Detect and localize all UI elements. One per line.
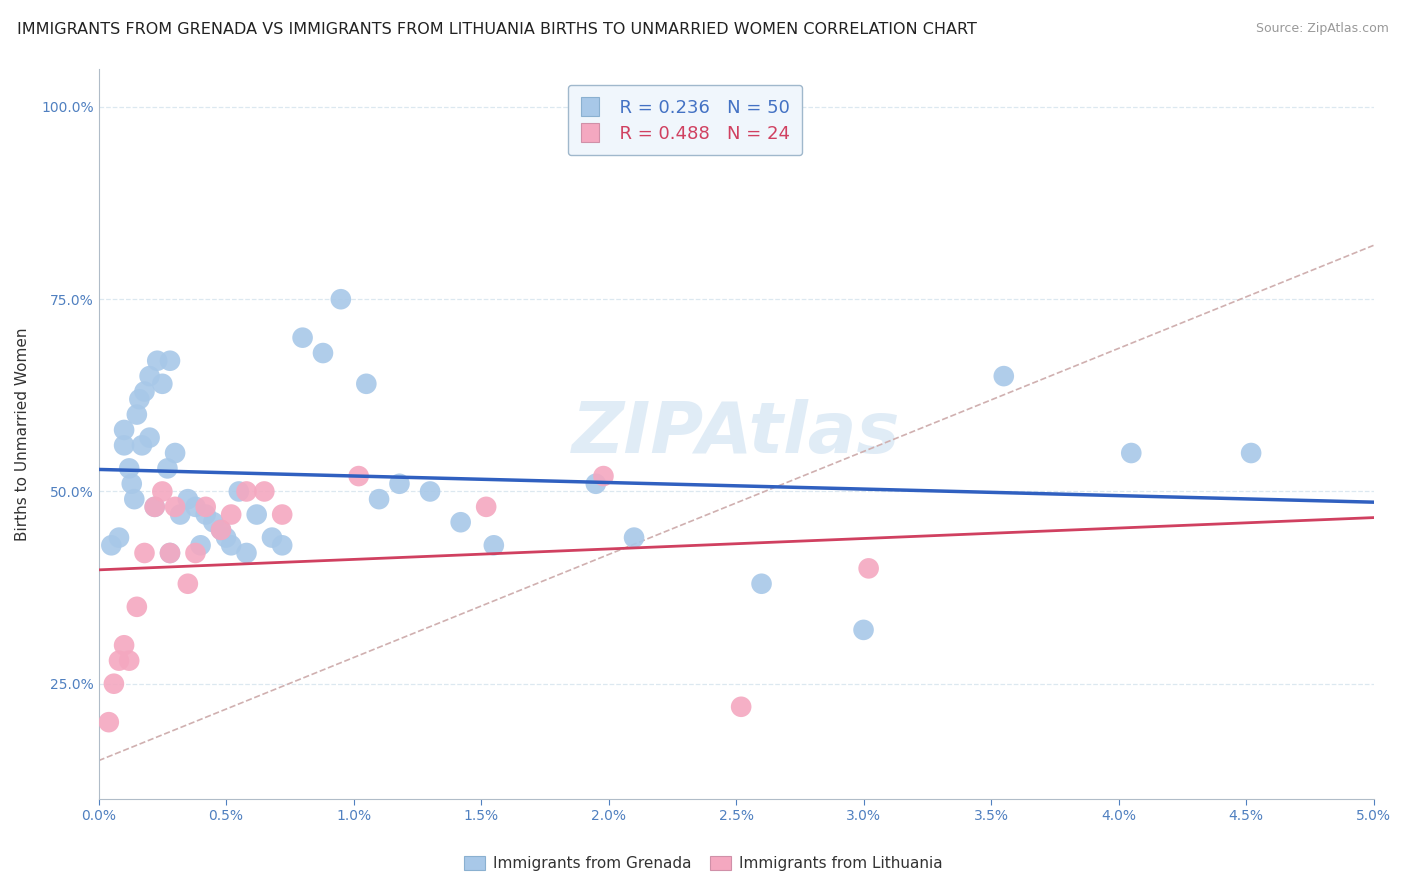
Point [253, 484, 276, 499]
Point [730, 699, 752, 714]
Point [128, 392, 150, 407]
Point [852, 623, 875, 637]
Point [112, 638, 135, 652]
Point [124, 492, 146, 507]
Point [291, 331, 314, 345]
Point [118, 461, 141, 475]
Point [592, 469, 614, 483]
Point [751, 576, 773, 591]
Point [271, 508, 294, 522]
Point [159, 353, 181, 368]
Point [219, 538, 242, 552]
Point [202, 515, 225, 529]
Point [194, 500, 217, 514]
Point [156, 461, 179, 475]
Point [194, 508, 217, 522]
Point [184, 546, 207, 560]
Text: ZIPAtlas: ZIPAtlas [572, 400, 900, 468]
Point [150, 484, 173, 499]
Point [209, 523, 232, 537]
Point [858, 561, 880, 575]
Point [121, 476, 143, 491]
Point [347, 469, 370, 483]
Point [368, 492, 391, 507]
Point [103, 676, 125, 690]
Point [623, 531, 645, 545]
Point [165, 500, 187, 514]
Point [177, 576, 200, 591]
Point [209, 523, 232, 537]
Point [271, 538, 294, 552]
Point [993, 369, 1015, 384]
Point [143, 500, 166, 514]
Point [235, 484, 257, 499]
Point [215, 531, 238, 545]
Point [482, 538, 505, 552]
Point [165, 446, 187, 460]
Point [118, 654, 141, 668]
Point [312, 346, 335, 360]
Point [125, 408, 148, 422]
Point [260, 531, 283, 545]
Point [246, 508, 269, 522]
Point [125, 599, 148, 614]
Point [235, 546, 257, 560]
Point [108, 654, 131, 668]
Point [112, 423, 135, 437]
Legend: Immigrants from Grenada, Immigrants from Lithuania: Immigrants from Grenada, Immigrants from… [457, 849, 949, 877]
Point [329, 292, 352, 306]
Point [388, 476, 411, 491]
Legend:   R = 0.236   N = 50,   R = 0.488   N = 24: R = 0.236 N = 50, R = 0.488 N = 24 [568, 85, 803, 155]
Point [228, 484, 250, 499]
Point [190, 538, 212, 552]
Point [184, 500, 207, 514]
Point [169, 508, 191, 522]
Point [177, 492, 200, 507]
Point [150, 376, 173, 391]
Point [356, 376, 378, 391]
Point [131, 438, 153, 452]
Point [475, 500, 498, 514]
Point [134, 546, 156, 560]
Point [143, 500, 166, 514]
Point [97, 715, 120, 730]
Point [134, 384, 156, 399]
Point [1121, 446, 1143, 460]
Point [419, 484, 441, 499]
Point [112, 438, 135, 452]
Point [138, 369, 160, 384]
Point [450, 515, 472, 529]
Point [146, 353, 169, 368]
Text: IMMIGRANTS FROM GRENADA VS IMMIGRANTS FROM LITHUANIA BIRTHS TO UNMARRIED WOMEN C: IMMIGRANTS FROM GRENADA VS IMMIGRANTS FR… [17, 22, 977, 37]
Point [585, 476, 607, 491]
Text: Source: ZipAtlas.com: Source: ZipAtlas.com [1256, 22, 1389, 36]
Point [159, 546, 181, 560]
Point [138, 431, 160, 445]
Point [100, 538, 122, 552]
Point [1240, 446, 1263, 460]
Y-axis label: Births to Unmarried Women: Births to Unmarried Women [15, 327, 30, 541]
Point [219, 508, 242, 522]
Point [159, 546, 181, 560]
Point [108, 531, 131, 545]
